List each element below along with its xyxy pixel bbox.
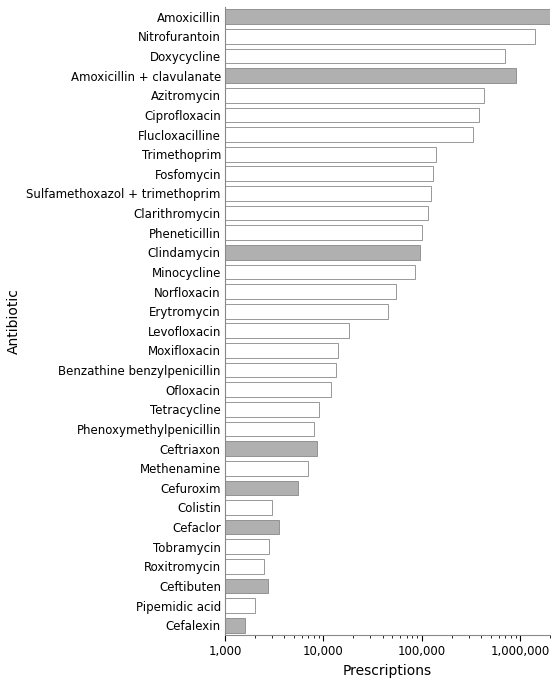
Bar — [0, 225, 422, 240]
Bar — [0, 245, 420, 260]
Bar — [0, 49, 505, 64]
Bar — [0, 29, 535, 44]
Bar — [0, 520, 278, 534]
Bar — [0, 480, 298, 495]
Bar — [0, 363, 336, 377]
Bar — [0, 10, 550, 24]
Bar — [0, 402, 319, 416]
Bar — [0, 88, 485, 103]
Bar — [0, 284, 397, 299]
Bar — [0, 186, 432, 201]
Bar — [0, 539, 269, 554]
Bar — [0, 421, 314, 436]
Bar — [0, 147, 436, 162]
Bar — [0, 500, 272, 515]
Bar — [0, 559, 264, 574]
Bar — [0, 618, 245, 633]
Bar — [0, 579, 267, 593]
Bar — [0, 343, 338, 358]
Bar — [0, 382, 331, 397]
Bar — [0, 323, 349, 338]
Bar — [0, 127, 473, 142]
Bar — [0, 206, 428, 221]
X-axis label: Prescriptions: Prescriptions — [343, 664, 432, 678]
Bar — [0, 68, 516, 83]
Bar — [0, 598, 255, 613]
Bar — [0, 304, 388, 319]
Bar — [0, 166, 433, 181]
Bar — [0, 441, 316, 456]
Y-axis label: Antibiotic: Antibiotic — [7, 288, 21, 354]
Bar — [0, 264, 415, 279]
Bar — [0, 108, 479, 122]
Bar — [0, 461, 308, 475]
